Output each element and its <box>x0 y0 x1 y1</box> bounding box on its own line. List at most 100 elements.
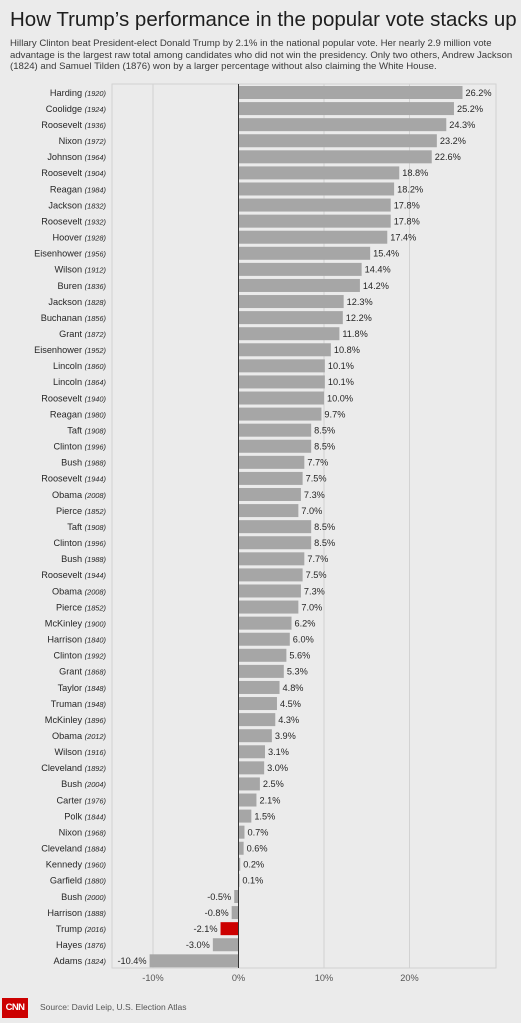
bar <box>238 359 325 373</box>
value-label: 7.3% <box>304 586 325 596</box>
category-name: Obama <box>52 586 85 596</box>
category-year: (1868) <box>85 668 107 677</box>
category-name: Grant <box>59 667 85 677</box>
category-label: Eisenhower (1956) <box>34 249 106 259</box>
category-label: McKinley (1900) <box>45 618 107 628</box>
category-label: Pierce (1852) <box>56 506 107 516</box>
category-name: Bush <box>61 554 85 564</box>
value-label: 2.1% <box>259 795 280 805</box>
category-label: Obama (2008) <box>52 586 107 596</box>
bar <box>238 664 284 678</box>
value-label: 22.6% <box>435 152 461 162</box>
category-label: Johnson (1964) <box>47 152 106 162</box>
value-label: 7.3% <box>304 490 325 500</box>
category-label: Clinton (1992) <box>53 651 106 661</box>
category-label: Roosevelt (1944) <box>41 570 106 580</box>
category-label: Kennedy (1960) <box>46 860 107 870</box>
category-name: Buchanan <box>41 313 85 323</box>
bar <box>238 584 301 598</box>
category-label: Roosevelt (1904) <box>41 168 106 178</box>
category-label: Roosevelt (1936) <box>41 120 106 130</box>
category-name: Eisenhower <box>34 345 85 355</box>
value-label: 23.2% <box>440 136 466 146</box>
category-label: Buren (1836) <box>58 281 107 291</box>
bar <box>238 278 360 292</box>
category-label: Taylor (1848) <box>58 683 107 693</box>
category-year: (1996) <box>85 443 107 452</box>
category-year: (1892) <box>85 764 107 773</box>
category-label: Obama (2012) <box>52 731 107 741</box>
category-year: (1908) <box>85 426 107 435</box>
bar <box>238 600 299 614</box>
value-label: 4.5% <box>280 699 301 709</box>
bar <box>238 118 447 132</box>
value-label: 2.5% <box>263 779 284 789</box>
category-year: (1952) <box>85 346 107 355</box>
bar <box>238 552 305 566</box>
category-name: Jackson <box>48 297 84 307</box>
category-name: Cleveland <box>41 763 84 773</box>
bar <box>238 857 241 871</box>
value-label: 10.0% <box>327 393 353 403</box>
category-label: Taft (1908) <box>67 522 106 532</box>
category-label: Reagan (1984) <box>50 184 107 194</box>
bar <box>238 262 362 276</box>
bar <box>238 648 287 662</box>
bar <box>238 150 432 164</box>
bar <box>238 311 343 325</box>
category-name: Cleveland <box>41 844 84 854</box>
value-label: -3.0% <box>186 940 210 950</box>
category-name: Garfield <box>50 876 85 886</box>
category-label: Roosevelt (1940) <box>41 393 106 403</box>
bar <box>231 906 239 920</box>
category-name: Clinton <box>53 442 84 452</box>
category-name: Hoover <box>52 233 84 243</box>
cnn-logo[interactable]: CNN <box>2 998 28 1018</box>
category-label: Lincoln (1860) <box>53 361 107 371</box>
bar <box>238 471 303 485</box>
category-name: Bush <box>61 892 85 902</box>
bar <box>238 793 257 807</box>
category-year: (1876) <box>85 941 107 950</box>
bar <box>238 327 340 341</box>
category-name: Bush <box>61 458 85 468</box>
category-label: Bush (2000) <box>61 892 106 902</box>
value-label: 6.2% <box>295 618 316 628</box>
value-label: 26.2% <box>466 88 492 98</box>
value-label: 18.8% <box>402 168 428 178</box>
category-year: (2004) <box>85 780 107 789</box>
value-label: 14.2% <box>363 281 389 291</box>
category-label: Bush (1988) <box>61 458 106 468</box>
category-name: Roosevelt <box>41 474 84 484</box>
category-name: Lincoln <box>53 377 85 387</box>
category-name: Harding <box>50 88 85 98</box>
value-label: 5.3% <box>287 667 308 677</box>
category-name: Obama <box>52 490 85 500</box>
bar <box>212 938 239 952</box>
bar <box>238 166 400 180</box>
value-label: 10.1% <box>328 361 354 371</box>
bar <box>238 439 312 453</box>
value-label: 10.1% <box>328 377 354 387</box>
footer: CNN Source: David Leip, U.S. Election At… <box>0 994 521 1023</box>
category-year: (1920) <box>85 89 107 98</box>
bar <box>238 295 344 309</box>
category-year: (1916) <box>85 748 107 757</box>
bar <box>234 890 239 903</box>
value-label: -10.4% <box>117 956 146 966</box>
value-label: 7.5% <box>306 570 327 580</box>
category-year: (1904) <box>85 169 107 178</box>
bar <box>238 825 245 839</box>
category-label: Harrison (1888) <box>47 908 106 918</box>
category-label: Carter (1976) <box>57 795 107 805</box>
bar <box>220 922 239 936</box>
chart-subtitle: Hillary Clinton beat President-elect Don… <box>10 38 513 72</box>
category-name: Adams <box>53 956 84 966</box>
value-label: 12.2% <box>346 313 372 323</box>
bar <box>238 809 252 823</box>
plot-frame <box>111 83 497 969</box>
category-year: (1840) <box>85 636 107 645</box>
category-label: Wilson (1912) <box>55 265 107 275</box>
category-year: (1976) <box>85 796 107 805</box>
bar <box>238 102 454 116</box>
